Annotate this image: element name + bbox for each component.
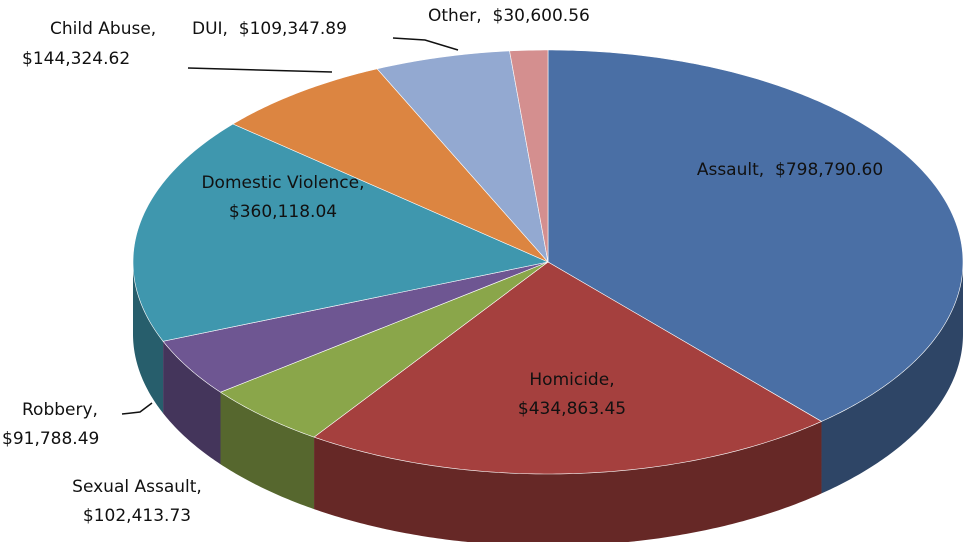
label-comma: , xyxy=(476,6,492,26)
data-label: DUI, $109,347.89 xyxy=(192,19,347,39)
slice-side xyxy=(314,421,822,542)
labels: Assault, $798,790.60 Homicide, $434,863.45… xyxy=(2,6,883,526)
data-label: Assault, $798,790.60 xyxy=(697,160,883,180)
slice-side xyxy=(821,262,963,494)
leader-line xyxy=(187,67,333,73)
data-label: Child Abuse, xyxy=(50,19,156,39)
label-value: $102,413.73 xyxy=(83,506,191,526)
label-comma: , xyxy=(151,19,156,39)
slice-side xyxy=(220,392,315,510)
label-category: Homicide xyxy=(529,370,609,390)
slice-side xyxy=(133,262,164,414)
pie xyxy=(132,49,964,542)
slice xyxy=(313,261,823,475)
slice xyxy=(132,123,549,342)
data-label: Homicide, xyxy=(529,370,614,390)
data-label: Other, $30,600.56 xyxy=(428,6,590,26)
label-comma: , xyxy=(196,477,201,497)
slice xyxy=(547,49,964,422)
label-category: Robbery xyxy=(22,400,93,420)
label-comma: , xyxy=(359,173,364,193)
slice xyxy=(232,68,549,263)
label-value: $360,118.04 xyxy=(229,202,337,222)
data-label: Robbery, xyxy=(22,400,98,420)
label-category: Domestic Violence xyxy=(201,173,359,193)
label-value: $30,600.56 xyxy=(493,6,590,26)
slice xyxy=(219,261,549,438)
label-value: $434,863.45 xyxy=(518,399,626,419)
label-comma: , xyxy=(93,400,98,420)
leader-line xyxy=(121,402,153,415)
slice xyxy=(376,50,549,264)
slice xyxy=(509,49,549,263)
slice xyxy=(162,261,549,393)
label-value: $798,790.60 xyxy=(775,160,883,180)
label-comma: , xyxy=(759,160,775,180)
label-category: Other xyxy=(428,6,476,26)
label-value: $91,788.49 xyxy=(2,429,99,449)
label-category: Assault xyxy=(697,160,759,180)
label-comma: , xyxy=(223,19,239,39)
label-category: Child Abuse xyxy=(50,19,151,39)
leader-line xyxy=(392,37,459,51)
slice-side xyxy=(163,341,221,465)
label-comma: , xyxy=(609,370,614,390)
label-value: $109,347.89 xyxy=(239,19,347,39)
data-label: Sexual Assault, xyxy=(72,477,202,497)
label-value: $144,324.62 xyxy=(22,49,130,69)
leader-lines xyxy=(121,37,459,415)
label-category: DUI xyxy=(192,19,223,39)
data-label: Domestic Violence, xyxy=(201,173,364,193)
label-category: Sexual Assault xyxy=(72,477,197,497)
